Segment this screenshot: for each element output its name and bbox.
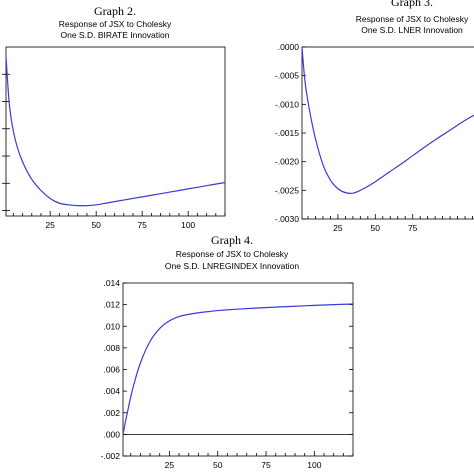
x-tick-label: 100 <box>307 460 321 470</box>
plot-frame <box>301 46 474 220</box>
y-tick-label: -.0030 <box>275 214 299 224</box>
y-tick-label: -.0020 <box>275 157 299 167</box>
x-tick-label: 75 <box>137 220 147 230</box>
x-tick-label: 100 <box>181 220 195 230</box>
y-tick-label: .006 <box>103 365 120 375</box>
y-tick-label: .012 <box>103 300 120 310</box>
x-tick-label: 25 <box>45 220 55 230</box>
y-tick-label: .002 <box>103 408 120 418</box>
x-tick-label: 75 <box>261 460 271 470</box>
graph-title: Graph 3. <box>391 0 433 9</box>
x-tick-label: 50 <box>371 223 381 233</box>
plot-frame <box>5 46 226 217</box>
y-tick-label: -.0015 <box>275 128 299 138</box>
x-tick-label: 50 <box>213 460 223 470</box>
y-tick-label: .014 <box>103 278 120 288</box>
x-tick-label: 25 <box>333 223 343 233</box>
response-line <box>5 56 226 207</box>
chart-title: Response of JSX to Cholesky <box>356 14 469 24</box>
y-tick-label: -.0005 <box>275 71 299 81</box>
graph-title: Graph 4. <box>211 233 253 247</box>
response-line <box>122 303 354 435</box>
response-line <box>301 46 474 194</box>
y-tick-label: .004 <box>103 386 120 396</box>
x-tick-label: 25 <box>165 460 175 470</box>
y-tick-label: .000 <box>103 429 120 439</box>
x-tick-label: 50 <box>91 220 101 230</box>
y-tick-label: .008 <box>103 343 120 353</box>
y-tick-label: -.002 <box>101 451 121 461</box>
x-tick-label: 75 <box>408 223 418 233</box>
y-tick-label: .0000 <box>278 42 300 52</box>
y-tick-label: -.0025 <box>275 185 299 195</box>
chart-subtitle: One S.D. LNREGINDEX Innovation <box>165 261 299 271</box>
graph-title: Graph 2. <box>94 4 136 18</box>
chart-title: Response of JSX to Cholesky <box>176 249 289 259</box>
y-tick-label: .010 <box>103 321 120 331</box>
y-tick-label: -.0010 <box>275 99 299 109</box>
chart-subtitle: One S.D. LNER Innovation <box>361 25 463 35</box>
chart-title: Response of JSX to Cholesky <box>59 19 172 29</box>
chart-subtitle: One S.D. BIRATE Innovation <box>61 30 170 40</box>
